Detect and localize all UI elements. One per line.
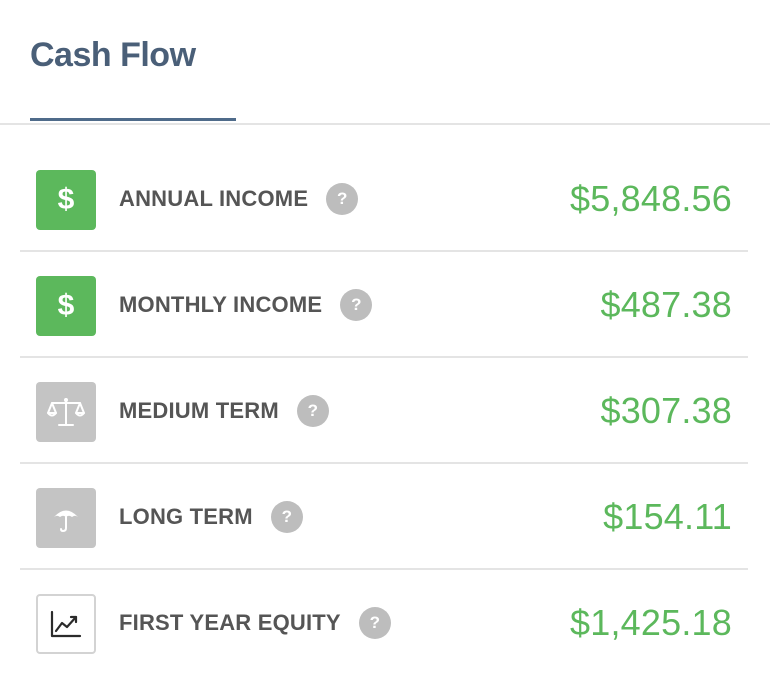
help-icon[interactable]: ? bbox=[358, 607, 391, 639]
scale-icon bbox=[36, 382, 96, 442]
trend-chart-icon bbox=[36, 594, 96, 654]
label-text: ANNUAL INCOME bbox=[119, 186, 309, 211]
list-item-long-term: LONG TERM ? $154.11 bbox=[20, 464, 748, 570]
help-icon[interactable]: ? bbox=[270, 501, 303, 533]
row-value: $307.38 bbox=[600, 390, 732, 431]
help-icon[interactable]: ? bbox=[326, 183, 359, 215]
label-text: MONTHLY INCOME bbox=[119, 292, 323, 317]
dollar-icon: $ bbox=[36, 170, 96, 230]
row-value: $487.38 bbox=[600, 284, 732, 325]
help-icon[interactable]: ? bbox=[340, 289, 373, 321]
dollar-icon: $ bbox=[36, 276, 96, 336]
title-underline bbox=[30, 118, 236, 121]
page-title: Cash Flow bbox=[30, 36, 196, 74]
row-label: FIRST YEAR EQUITY ? bbox=[119, 570, 391, 676]
label-text: MEDIUM TERM bbox=[119, 398, 279, 423]
cash-flow-list: $ ANNUAL INCOME ? $5,848.56 $ MONTHLY IN… bbox=[20, 146, 748, 676]
row-value: $5,848.56 bbox=[570, 178, 732, 219]
row-label: LONG TERM ? bbox=[119, 464, 303, 570]
row-value: $154.11 bbox=[603, 496, 732, 537]
row-label: MONTHLY INCOME ? bbox=[119, 252, 373, 358]
row-label: ANNUAL INCOME ? bbox=[119, 146, 359, 252]
row-label: MEDIUM TERM ? bbox=[119, 358, 329, 464]
dollar-glyph: $ bbox=[57, 289, 75, 322]
label-text: FIRST YEAR EQUITY bbox=[119, 610, 341, 635]
umbrella-icon bbox=[36, 488, 96, 548]
label-text: LONG TERM bbox=[119, 504, 253, 529]
panel-header: Cash Flow bbox=[0, 0, 770, 125]
row-value: $1,425.18 bbox=[570, 602, 732, 643]
list-item-medium-term: MEDIUM TERM ? $307.38 bbox=[20, 358, 748, 464]
list-item-monthly-income: $ MONTHLY INCOME ? $487.38 bbox=[20, 252, 748, 358]
dollar-glyph: $ bbox=[57, 183, 75, 216]
list-item-first-year-equity: FIRST YEAR EQUITY ? $1,425.18 bbox=[20, 570, 748, 676]
help-icon[interactable]: ? bbox=[296, 395, 329, 427]
list-item-annual-income: $ ANNUAL INCOME ? $5,848.56 bbox=[20, 146, 748, 252]
